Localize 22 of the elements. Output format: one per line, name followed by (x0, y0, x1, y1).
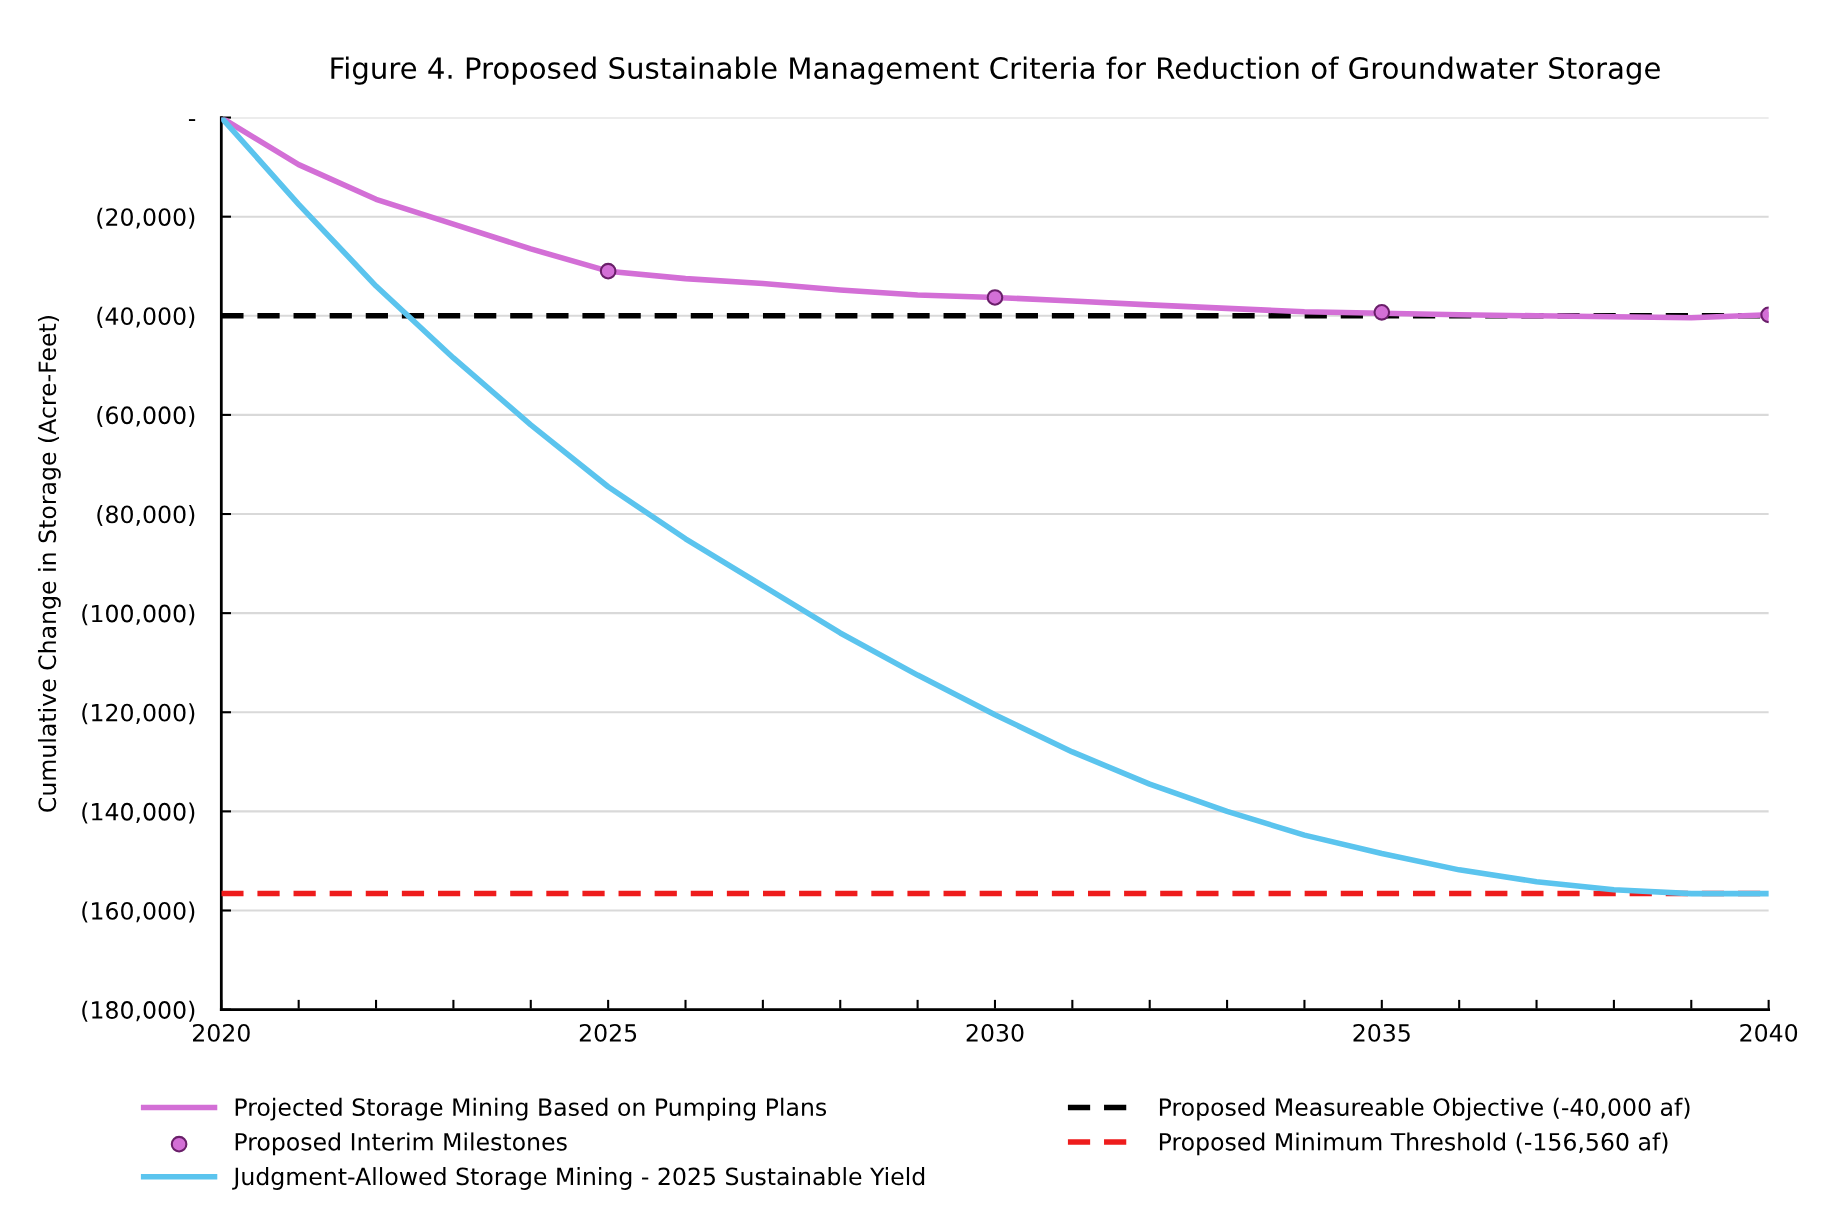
x-tick-label: 2035 (1353, 1023, 1410, 1042)
x-tick-label: 2025 (579, 1023, 637, 1042)
y-tick-label: (100,000) (82, 604, 195, 626)
y-tick-label: (20,000) (97, 207, 195, 229)
y-tick-label: (40,000) (97, 306, 195, 328)
y-tick-label: (140,000) (82, 802, 195, 824)
y-tick-label: (120,000) (82, 703, 195, 725)
legend-label: Judgment-Allowed Storage Mining - 2025 Sustainable Yield (232, 1167, 925, 1190)
x-tick-label: 2040 (1740, 1023, 1798, 1042)
chart-title: Figure 4. Proposed Sustainable Management Criteria for Reduction of Groundwater Storage (331, 56, 1660, 85)
y-tick-label: - (188, 119, 196, 122)
y-tick-label: (180,000) (82, 1000, 195, 1022)
legend-label: Proposed Measureable Objective (-40,000 af) (1159, 1097, 1690, 1121)
legend-label: Proposed Interim Milestones (235, 1132, 567, 1156)
y-tick-label: (80,000) (97, 505, 195, 527)
y-axis-title: Cumulative Change in Storage (Acre-Feet) (37, 316, 61, 812)
x-tick-label: 2030 (966, 1023, 1024, 1042)
y-tick-label: (60,000) (97, 405, 195, 427)
x-tick-label: 2020 (192, 1023, 250, 1042)
legend-label: Proposed Minimum Threshold (-156,560 af) (1159, 1132, 1668, 1156)
y-tick-label: (160,000) (82, 901, 195, 923)
legend-label: Projected Storage Mining Based on Pumping Plans (235, 1097, 827, 1121)
